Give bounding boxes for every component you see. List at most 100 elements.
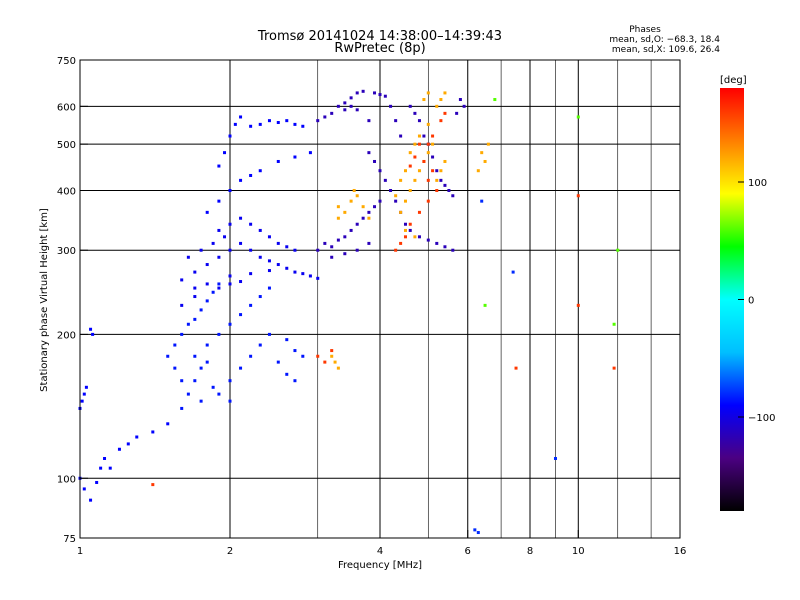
data-point (180, 332, 184, 336)
data-point (486, 142, 490, 146)
data-point (422, 134, 426, 138)
data-point (483, 159, 487, 163)
data-point (193, 270, 197, 274)
data-point (193, 379, 197, 383)
data-point (355, 108, 359, 112)
data-point (180, 379, 184, 383)
data-point (239, 366, 243, 370)
data-point (413, 111, 417, 115)
data-point (336, 366, 340, 370)
data-point (267, 332, 271, 336)
data-point (217, 286, 221, 290)
data-point (293, 379, 297, 383)
data-point (413, 178, 417, 182)
data-point (267, 259, 271, 263)
data-point (239, 280, 243, 284)
data-point (267, 269, 271, 273)
data-point (217, 199, 221, 203)
chart-title-line2: RwPretec (8p) (334, 41, 425, 56)
data-point (249, 222, 253, 226)
data-point (355, 222, 359, 226)
data-point (205, 263, 209, 267)
data-point (343, 235, 347, 239)
data-point (367, 210, 371, 214)
data-point (173, 366, 177, 370)
data-point (293, 270, 297, 274)
data-point (443, 111, 447, 115)
data-point (267, 286, 271, 290)
data-point (228, 282, 232, 286)
data-point (228, 248, 232, 252)
data-point (343, 101, 347, 105)
data-point (249, 248, 253, 252)
data-point (193, 317, 197, 321)
data-point (316, 119, 320, 123)
data-point (383, 94, 387, 98)
data-point (399, 134, 403, 138)
data-point (616, 248, 620, 252)
x-axis-ticks: 1 2 4 6 8 10 16 (77, 530, 686, 557)
data-point (117, 447, 121, 451)
y-axis-label: Stationary phase Virtual Height [km] (39, 208, 50, 392)
data-point (373, 91, 377, 95)
data-point (612, 322, 616, 326)
data-point (276, 241, 280, 245)
data-point (330, 349, 334, 353)
data-point (355, 248, 359, 252)
data-point (403, 169, 407, 173)
data-point (258, 228, 262, 232)
data-point (293, 122, 297, 126)
data-point (103, 456, 107, 460)
data-point (483, 303, 487, 307)
data-point (349, 96, 353, 100)
data-point (267, 235, 271, 239)
data-point (408, 164, 412, 168)
data-point (217, 228, 221, 232)
data-point (199, 248, 203, 252)
data-point (205, 210, 209, 214)
data-point (333, 360, 337, 364)
colorbar-tick-label: −100 (748, 413, 775, 424)
data-point (403, 235, 407, 239)
data-point (217, 164, 221, 168)
data-point (205, 299, 209, 303)
data-point (228, 188, 232, 192)
colorbar-tick-label: 100 (748, 178, 767, 189)
data-point (343, 108, 347, 112)
data-point (285, 245, 289, 249)
data-point (89, 498, 93, 502)
data-point (413, 142, 417, 146)
data-point (431, 169, 435, 173)
data-point (217, 392, 221, 396)
data-point (349, 104, 353, 108)
data-point (349, 228, 353, 232)
data-point (285, 119, 289, 123)
x-tick-label: 2 (227, 546, 233, 557)
data-point (249, 173, 253, 177)
data-point (352, 188, 356, 192)
data-point (180, 278, 184, 282)
data-point (301, 354, 305, 358)
data-point (293, 349, 297, 353)
y-tick-label: 200 (57, 330, 76, 341)
data-point (186, 322, 190, 326)
x-tick-label: 10 (572, 546, 585, 557)
x-tick-label: 4 (377, 546, 383, 557)
data-point (417, 134, 421, 138)
y-tick-label: 300 (57, 246, 76, 257)
data-point (293, 155, 297, 159)
data-point (443, 91, 447, 95)
data-point (426, 142, 430, 146)
data-point (422, 159, 426, 163)
data-point (91, 332, 95, 336)
data-point (89, 327, 93, 331)
data-point (443, 159, 447, 163)
data-point (228, 274, 232, 278)
data-point (576, 115, 580, 119)
data-point (239, 115, 243, 119)
data-point (394, 199, 398, 203)
data-point (180, 406, 184, 410)
data-point (82, 392, 86, 396)
data-point (473, 528, 477, 532)
data-point (173, 343, 177, 347)
